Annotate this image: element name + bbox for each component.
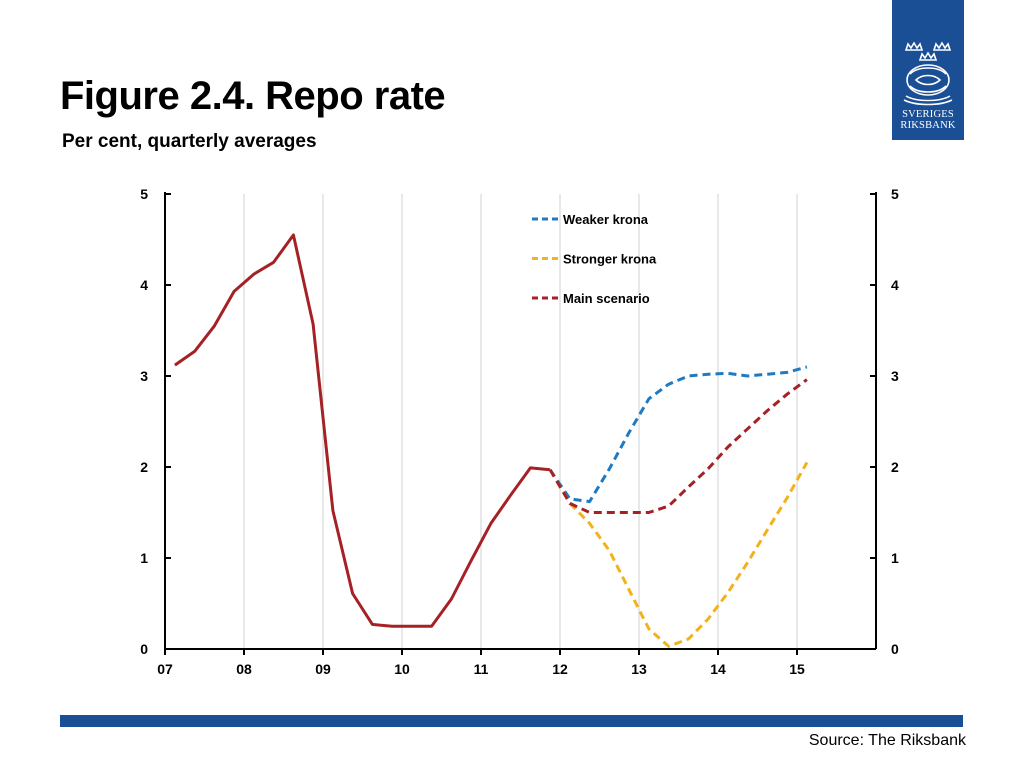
- y-tick-label-left-5: 5: [140, 186, 148, 202]
- logo-text-line2: RIKSBANK: [900, 120, 956, 131]
- y-tick-label-left-0: 0: [140, 641, 148, 657]
- x-tick-label-15: 15: [789, 661, 805, 677]
- y-tick-label-right-5: 5: [891, 186, 899, 202]
- page-subtitle: Per cent, quarterly averages: [62, 131, 317, 152]
- page-title: Figure 2.4. Repo rate: [60, 74, 446, 118]
- y-tick-label-left-1: 1: [140, 550, 148, 566]
- x-tick-label-14: 14: [710, 661, 726, 677]
- riksbank-crest-icon: [903, 41, 953, 106]
- series-line-weaker-krona: [548, 365, 808, 504]
- y-tick-label-right-2: 2: [891, 459, 899, 475]
- series-line-stronger-krona: [548, 461, 809, 648]
- logo-wordmark: SVERIGES RIKSBANK: [892, 109, 964, 131]
- logo-text-line1: SVERIGES: [902, 109, 954, 120]
- y-tick-label-right-0: 0: [891, 641, 899, 657]
- x-tick-label-11: 11: [474, 661, 489, 677]
- y-tick-label-left-3: 3: [140, 368, 148, 384]
- series-line-outcome: [174, 233, 551, 628]
- x-tick-label-07: 07: [157, 661, 173, 677]
- x-tick-label-08: 08: [236, 661, 252, 677]
- y-tick-label-right-3: 3: [891, 368, 899, 384]
- source-note: Source: The Riksbank: [808, 732, 966, 749]
- y-tick-label-left-2: 2: [140, 459, 148, 475]
- legend-label-main-scenario: Main scenario: [563, 291, 650, 306]
- legend-label-weaker-krona: Weaker krona: [563, 212, 649, 227]
- x-tick-label-10: 10: [394, 661, 410, 677]
- y-tick-label-right-4: 4: [891, 277, 899, 293]
- y-tick-label-left-4: 4: [140, 277, 148, 293]
- footer-bar: [60, 715, 963, 727]
- y-tick-label-right-1: 1: [891, 550, 899, 566]
- x-tick-label-13: 13: [631, 661, 647, 677]
- series-line-main-scenario: [548, 378, 808, 514]
- legend-label-stronger-krona: Stronger krona: [563, 252, 657, 267]
- x-tick-label-12: 12: [552, 661, 568, 677]
- riksbank-logo: SVERIGES RIKSBANK: [892, 0, 964, 140]
- x-tick-label-09: 09: [315, 661, 331, 677]
